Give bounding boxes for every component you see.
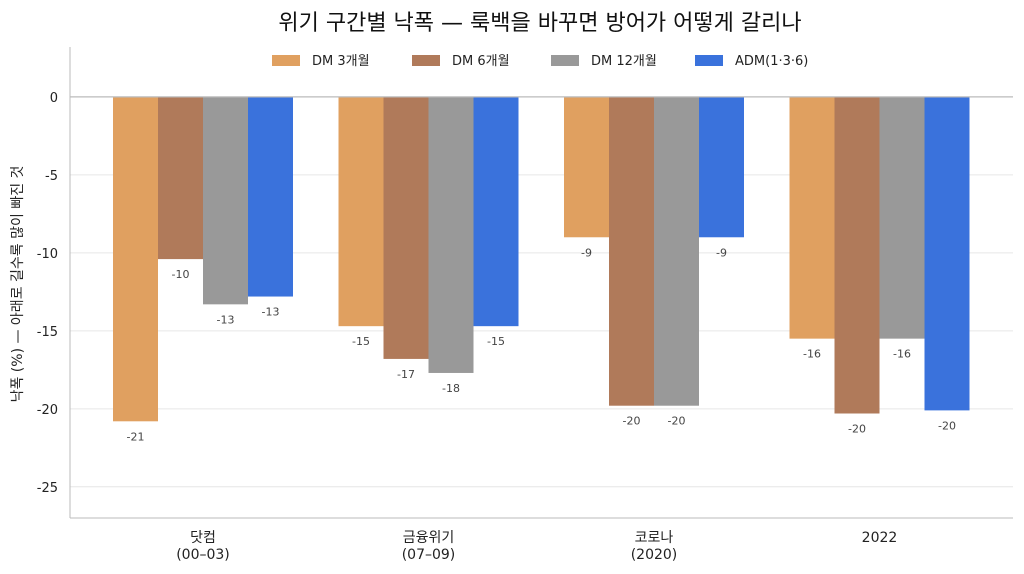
x-category-labels: 닷컴(00–03) 금융위기(07–09) 코로나(2020) 2022: [176, 530, 897, 563]
bar: [879, 96, 925, 339]
bar: [834, 96, 880, 414]
y-tick-label: -5: [45, 169, 58, 184]
data-label: -9: [716, 246, 727, 259]
bar: [428, 96, 474, 373]
x-category-label: (07–09): [402, 547, 456, 563]
legend-label: DM 6개월: [452, 54, 510, 69]
y-tick-label: -25: [37, 481, 58, 496]
data-label: -17: [397, 368, 415, 381]
legend-label: ADM(1·3·6): [735, 54, 808, 69]
data-label: -20: [938, 419, 956, 432]
x-category-label: (2020): [631, 547, 678, 563]
data-label: -21: [127, 430, 145, 443]
legend-swatch: [695, 55, 723, 66]
bar: [654, 96, 699, 406]
y-tick-label: 0: [50, 91, 58, 106]
x-category-label: 코로나: [635, 530, 674, 546]
data-label: -20: [623, 415, 641, 428]
bar: [158, 96, 203, 260]
bar: [609, 96, 654, 406]
data-labels: -21 -15 -9 -16 -10 -17 -20 -20 -13 -18 -20 -16 -13 -1…: [127, 246, 956, 443]
bars: [113, 96, 970, 422]
legend-swatch: [551, 55, 579, 66]
legend-swatch: [272, 55, 300, 66]
legend: DM 3개월 DM 6개월 DM 12개월 ADM(1·3·6): [272, 54, 808, 69]
y-axis-label: 낙폭 (%) — 아래로 길수록 많이 빠진 것: [10, 166, 26, 403]
legend-swatch: [412, 55, 440, 66]
data-label: -20: [668, 415, 686, 428]
data-label: -16: [803, 348, 821, 361]
chart-title: 위기 구간별 낙폭 — 룩백을 바꾸면 방어가 어떻게 갈리나: [278, 11, 801, 36]
bar: [248, 96, 293, 297]
data-label: -10: [172, 268, 190, 281]
bar: [789, 96, 835, 339]
data-label: -15: [352, 335, 370, 348]
x-category-label: 닷컴: [190, 530, 216, 546]
data-label: -15: [487, 335, 505, 348]
data-label: -20: [848, 423, 866, 436]
bar: [338, 96, 384, 327]
bar: [699, 96, 744, 238]
bar: [924, 96, 970, 411]
y-tick-labels: 0 -5 -10 -15 -20 -25: [37, 91, 58, 496]
legend-label: DM 12개월: [591, 54, 657, 69]
x-category-label: 금융위기: [403, 530, 455, 546]
data-label: -13: [217, 313, 235, 326]
x-category-label: 2022: [862, 530, 898, 546]
y-tick-label: -15: [37, 325, 58, 340]
data-label: -13: [262, 306, 280, 319]
data-label: -9: [581, 246, 592, 259]
x-category-label: (00–03): [176, 547, 230, 563]
y-tick-label: -20: [37, 403, 58, 418]
y-tick-label: -10: [37, 247, 58, 262]
bar: [473, 96, 519, 327]
bar: [383, 96, 429, 359]
bar: [203, 96, 248, 305]
legend-label: DM 3개월: [312, 54, 370, 69]
data-label: -18: [442, 382, 460, 395]
bar: [113, 96, 158, 422]
bar: [564, 96, 609, 238]
axes: [69, 47, 1013, 519]
data-label: -16: [893, 348, 911, 361]
